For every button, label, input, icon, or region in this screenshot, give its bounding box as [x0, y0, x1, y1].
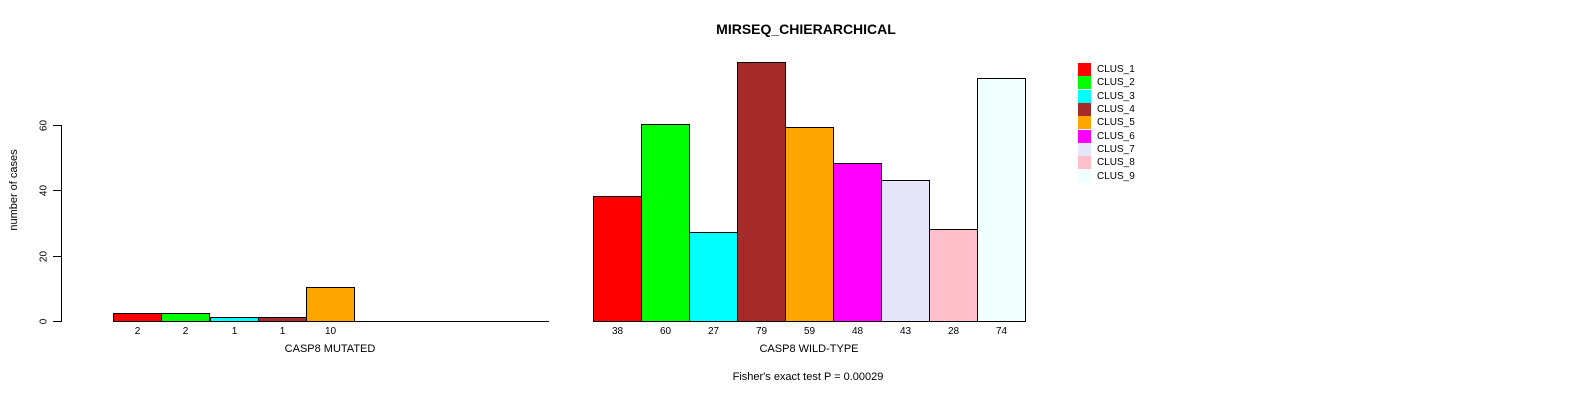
- legend-item: CLUS_8: [1078, 156, 1135, 170]
- legend-label: CLUS_8: [1097, 157, 1135, 169]
- y-axis-tick-label: 0: [38, 318, 50, 325]
- y-axis-tick: [53, 256, 61, 257]
- bar-clus-7-zero: [403, 321, 452, 322]
- y-axis-tick: [53, 321, 61, 322]
- legend: CLUS_1 CLUS_2 CLUS_3 CLUS_4 CLUS_5 CLUS_6 CLUS…: [1078, 63, 1135, 183]
- legend-swatch-clus-9: [1078, 169, 1091, 183]
- bar-clus-6: [833, 163, 882, 322]
- bar-clus-5: [306, 287, 355, 322]
- legend-label: CLUS_1: [1097, 64, 1135, 76]
- bar-clus-3: [689, 232, 738, 322]
- y-axis-tick: [53, 125, 61, 126]
- legend-item: CLUS_3: [1078, 89, 1135, 103]
- bar-value-label: 10: [324, 326, 337, 337]
- legend-item: CLUS_6: [1078, 129, 1135, 143]
- bar-value-label: 28: [947, 326, 960, 337]
- legend-swatch-clus-4: [1078, 103, 1091, 117]
- bar-clus-2: [161, 313, 210, 322]
- bar-clus-2: [641, 124, 690, 322]
- legend-label: CLUS_5: [1097, 117, 1135, 129]
- legend-swatch-clus-5: [1078, 116, 1091, 130]
- bar-value-label: 60: [659, 326, 672, 337]
- y-axis-tick-label: 40: [38, 184, 50, 197]
- legend-item: CLUS_7: [1078, 142, 1135, 156]
- bar-clus-9-zero: [500, 321, 549, 322]
- legend-swatch-clus-1: [1078, 63, 1091, 77]
- fisher-test-caption: Fisher's exact test P = 0.00029: [732, 371, 884, 383]
- bar-value-label: 59: [803, 326, 816, 337]
- bar-clus-5: [785, 127, 834, 322]
- legend-label: CLUS_6: [1097, 130, 1135, 142]
- bar-value-label: 1: [231, 326, 238, 337]
- legend-item: CLUS_2: [1078, 76, 1135, 90]
- legend-item: CLUS_5: [1078, 116, 1135, 130]
- legend-item: CLUS_4: [1078, 103, 1135, 117]
- bar-value-label: 1: [279, 326, 286, 337]
- legend-label: CLUS_9: [1097, 170, 1135, 182]
- y-axis-tick: [53, 190, 61, 191]
- bar-value-label: 27: [707, 326, 720, 337]
- x-axis-label-casp8-mutated: CASP8 MUTATED: [284, 343, 376, 355]
- legend-label: CLUS_7: [1097, 143, 1135, 155]
- legend-item: CLUS_1: [1078, 63, 1135, 77]
- bar-value-label: 2: [134, 326, 141, 337]
- bar-value-label: 79: [755, 326, 768, 337]
- y-axis-line: [61, 125, 62, 322]
- legend-swatch-clus-3: [1078, 89, 1091, 103]
- y-axis-title: number of cases: [8, 149, 20, 231]
- bar-clus-4: [737, 62, 786, 322]
- bar-clus-6-zero: [355, 321, 404, 322]
- legend-label: CLUS_4: [1097, 104, 1135, 116]
- bar-clus-3: [210, 317, 259, 322]
- bar-clus-8: [929, 229, 978, 322]
- bar-value-label: 43: [899, 326, 912, 337]
- legend-swatch-clus-7: [1078, 142, 1091, 156]
- bar-clus-7: [881, 180, 930, 322]
- bar-value-label: 2: [182, 326, 189, 337]
- legend-swatch-clus-8: [1078, 156, 1091, 170]
- legend-label: CLUS_2: [1097, 77, 1135, 89]
- bar-clus-9: [977, 78, 1026, 322]
- bar-clus-1: [113, 313, 162, 322]
- y-axis-tick-label: 20: [38, 250, 50, 263]
- legend-swatch-clus-6: [1078, 129, 1091, 143]
- y-axis-tick-label: 60: [38, 119, 50, 132]
- bar-value-label: 74: [995, 326, 1008, 337]
- x-axis-label-casp8-wild-type: CASP8 WILD-TYPE: [759, 343, 859, 355]
- legend-item: CLUS_9: [1078, 169, 1135, 183]
- bar-value-label: 48: [851, 326, 864, 337]
- bar-clus-4: [258, 317, 307, 322]
- bar-value-label: 38: [611, 326, 624, 337]
- chart-title: MIRSEQ_CHIERARCHICAL: [716, 21, 896, 37]
- legend-label: CLUS_3: [1097, 90, 1135, 102]
- bar-clus-1: [593, 196, 642, 322]
- legend-swatch-clus-2: [1078, 76, 1091, 90]
- bar-clus-8-zero: [451, 321, 500, 322]
